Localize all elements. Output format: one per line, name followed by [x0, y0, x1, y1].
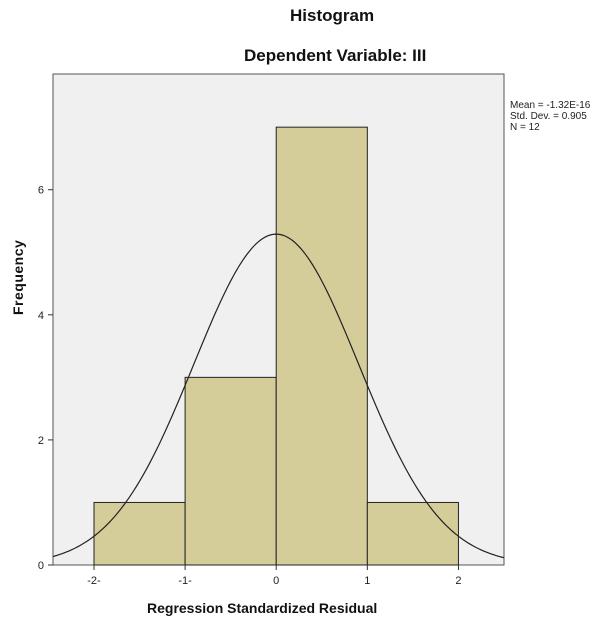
x-tick-label: -2- — [87, 575, 101, 587]
y-tick-label: 6 — [38, 185, 44, 197]
histogram-bar — [184, 376, 277, 566]
chart-subtitle: Dependent Variable: III — [244, 46, 427, 65]
y-tick-label: 0 — [38, 560, 44, 572]
stat-sd: Std. Dev. = 0.905 — [510, 111, 587, 122]
y-tick-label: 2 — [38, 435, 44, 447]
histogram-bar — [366, 501, 459, 566]
x-tick-label: 0 — [273, 575, 279, 587]
histogram-bar — [275, 126, 368, 566]
chart-title: Histogram — [290, 6, 375, 25]
x-tick-label: -1- — [178, 575, 192, 587]
y-tick-label: 4 — [38, 310, 44, 322]
stats-box: Mean = -1.32E-16 Std. Dev. = 0.905 N = 1… — [510, 100, 590, 133]
histogram-bar — [93, 501, 186, 566]
stat-mean: Mean = -1.32E-16 — [510, 100, 591, 111]
x-axis-label: Regression Standardized Residual — [147, 600, 378, 616]
stat-n: N = 12 — [510, 122, 540, 133]
normal-curve — [52, 233, 505, 559]
x-tick-label: 2 — [455, 575, 461, 587]
x-tick-label: 1 — [364, 575, 370, 587]
